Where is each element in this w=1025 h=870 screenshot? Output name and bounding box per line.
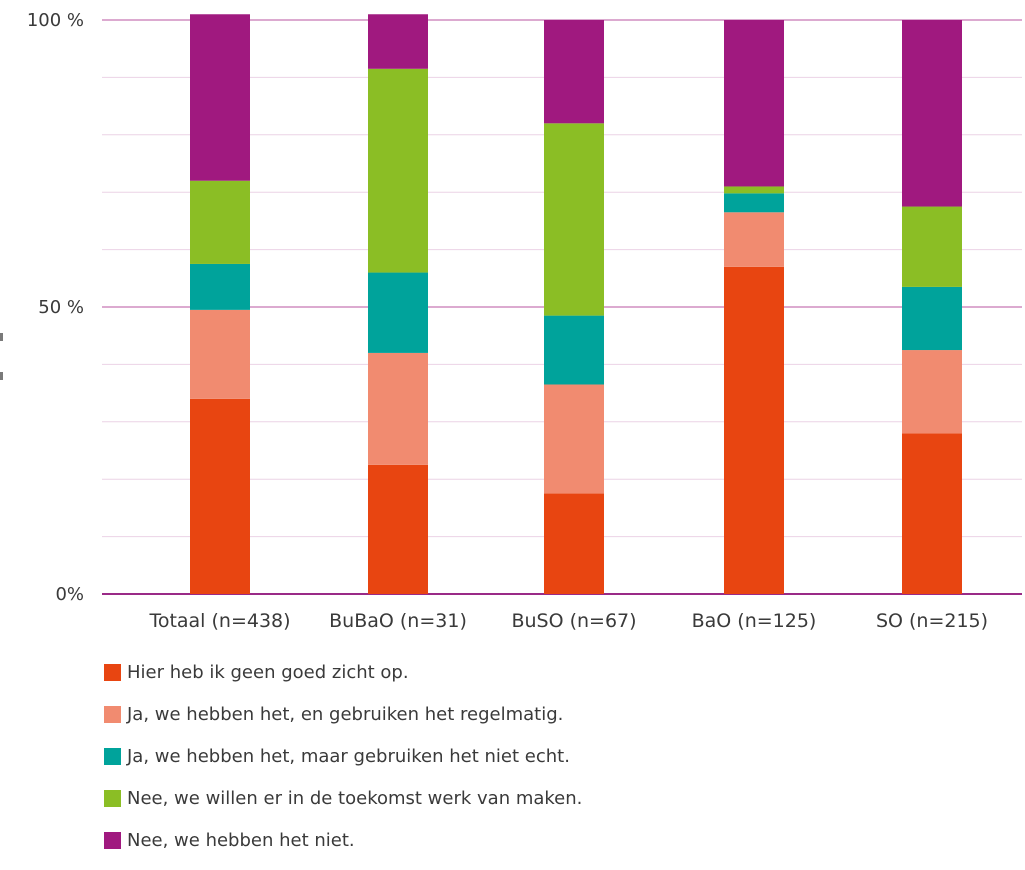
legend-label: Ja, we hebben het, maar gebruiken het ni… (127, 745, 570, 767)
legend-label: Hier heb ik geen goed zicht op. (127, 661, 409, 683)
bar-segment (724, 212, 784, 267)
legend-label: Ja, we hebben het, en gebruiken het rege… (127, 703, 564, 725)
category-label: BuBaO (n=31) (329, 610, 467, 632)
legend-item: Nee, we hebben het niet. (104, 828, 582, 852)
bar-segment (368, 352, 428, 465)
edge-mark (0, 372, 3, 380)
bar-segment (544, 20, 604, 124)
bar-segment (902, 206, 962, 287)
bar-segment (724, 266, 784, 594)
y-tick-label: 50 % (38, 297, 84, 318)
category-labels: Totaal (n=438) BuBaO (n=31) BuSO (n=67) BaO… (148, 610, 988, 632)
category-label: BaO (n=125) (692, 610, 817, 632)
legend: Hier heb ik geen goed zicht op. Ja, we he… (104, 660, 582, 870)
bar-segment (368, 272, 428, 353)
bar-segment (544, 315, 604, 385)
category-label: Totaal (n=438) (148, 610, 290, 632)
bar-segment (190, 263, 250, 310)
bar-segment (190, 14, 250, 181)
legend-item: Ja, we hebben het, en gebruiken het rege… (104, 702, 582, 726)
bar-segment (190, 309, 250, 399)
bar-segment (724, 186, 784, 194)
stacked-bar-chart: 0% 50 % 100 % Totaal (n=438) BuBaO (n=31) Bu… (27, 10, 1022, 632)
legend-label: Nee, we hebben het niet. (127, 829, 355, 851)
legend-item: Hier heb ik geen goed zicht op. (104, 660, 582, 684)
bar-segment (724, 193, 784, 213)
legend-swatch (104, 747, 121, 765)
legend-swatch (104, 831, 121, 849)
y-tick-label: 0% (55, 584, 84, 605)
bar-segment (190, 180, 250, 264)
bar-segment (368, 14, 428, 69)
legend-swatch (104, 789, 121, 807)
bar-segment (724, 20, 784, 187)
y-tick-label: 100 % (27, 10, 84, 31)
edge-mark (0, 333, 3, 341)
bar-segment (544, 493, 604, 594)
legend-item: Nee, we willen er in de toekomst werk va… (104, 786, 582, 810)
bar-segment (368, 464, 428, 594)
legend-swatch (104, 705, 121, 723)
legend-label: Nee, we willen er in de toekomst werk va… (127, 787, 583, 809)
bar-segment (190, 398, 250, 594)
legend-item: Ja, we hebben het, maar gebruiken het ni… (104, 744, 582, 768)
bars (190, 14, 962, 594)
legend-swatch (104, 663, 121, 681)
bar-segment (544, 384, 604, 494)
category-label: SO (n=215) (876, 610, 988, 632)
bar-segment (902, 286, 962, 351)
y-tick-labels: 0% 50 % 100 % (27, 10, 84, 605)
category-label: BuSO (n=67) (511, 610, 636, 632)
bar-segment (902, 433, 962, 594)
bar-segment (902, 20, 962, 207)
bar-segment (368, 68, 428, 273)
bar-segment (544, 123, 604, 316)
bar-segment (902, 350, 962, 434)
